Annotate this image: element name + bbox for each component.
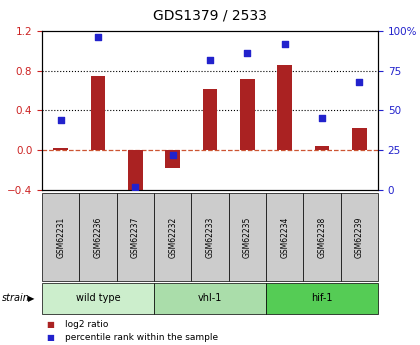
Point [94, 34, 101, 40]
Text: percentile rank within the sample: percentile rank within the sample [65, 333, 218, 342]
Text: GSM62231: GSM62231 [56, 217, 65, 258]
Text: GSM62232: GSM62232 [168, 217, 177, 258]
Bar [315, 146, 329, 150]
Text: ■: ■ [46, 333, 54, 342]
Bar [352, 128, 367, 150]
Bar [240, 79, 255, 150]
Bar [91, 76, 105, 150]
Text: ■: ■ [46, 321, 54, 329]
Bar [202, 89, 218, 150]
Point [132, 184, 139, 189]
Point [281, 41, 288, 47]
Text: hif-1: hif-1 [311, 294, 333, 303]
Bar [128, 150, 143, 200]
Point [207, 57, 213, 62]
Text: wild type: wild type [76, 294, 120, 303]
Text: strain: strain [2, 294, 30, 303]
Text: GSM62239: GSM62239 [355, 217, 364, 258]
Text: GSM62235: GSM62235 [243, 217, 252, 258]
Point [57, 117, 64, 123]
Point [244, 50, 251, 56]
Bar [277, 65, 292, 150]
Text: GSM62234: GSM62234 [280, 217, 289, 258]
Point [169, 152, 176, 158]
Text: GSM62237: GSM62237 [131, 217, 140, 258]
Point [319, 116, 326, 121]
Text: ▶: ▶ [28, 294, 35, 303]
Text: GSM62236: GSM62236 [94, 217, 102, 258]
Bar [165, 150, 180, 168]
Text: vhl-1: vhl-1 [198, 294, 222, 303]
Text: log2 ratio: log2 ratio [65, 321, 108, 329]
Text: GSM62233: GSM62233 [205, 217, 215, 258]
Text: GDS1379 / 2533: GDS1379 / 2533 [153, 9, 267, 23]
Point [356, 79, 363, 85]
Text: GSM62238: GSM62238 [318, 217, 326, 258]
Bar [53, 148, 68, 150]
